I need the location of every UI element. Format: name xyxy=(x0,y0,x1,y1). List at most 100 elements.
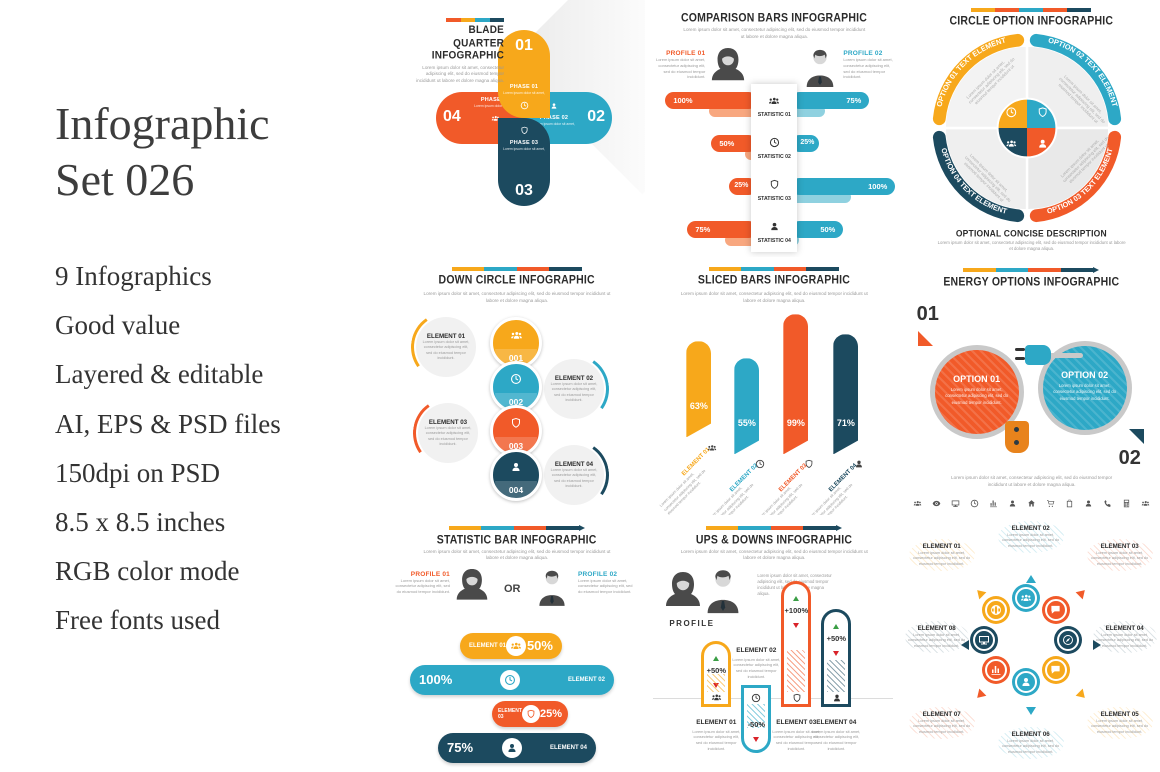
statistic-item: STATISTIC 03 xyxy=(758,176,791,202)
cycle-circle-group xyxy=(1014,586,1037,609)
profile2-label: PROFILE 02 xyxy=(843,50,883,57)
product-info-panel: Infographic Set 026 9 Infographics Good v… xyxy=(55,96,365,645)
bar-element-04: 71% xyxy=(833,334,858,454)
eye-icon xyxy=(932,499,941,508)
phase-text: Lorem ipsum dolor sit amet, xyxy=(503,147,545,151)
element-03-bar: ELEMENT 03 25% xyxy=(492,700,568,727)
element-04-bubble: ELEMENT 04 Lorem ipsum dolor sit amet, co… xyxy=(544,445,604,506)
shield-icon xyxy=(792,693,802,703)
panel-ups-downs: UPS & DOWNS INFOGRAPHIC Lorem ipsum dolo… xyxy=(645,515,902,772)
clock-icon xyxy=(769,137,780,148)
phase-number: 03 xyxy=(515,182,533,199)
profile1-text: Lorem ipsum dolor sit amet, consectetur … xyxy=(655,57,706,80)
element-label: ELEMENT 01 xyxy=(696,718,737,726)
or-label: OR xyxy=(504,582,521,595)
arrow-tip-icon xyxy=(578,524,585,531)
person-icon xyxy=(510,461,522,473)
feature-item: RGB color mode xyxy=(55,555,240,586)
profile2-text: Lorem ipsum dolor sit amet, consectetur … xyxy=(578,577,633,595)
shield-icon xyxy=(520,126,529,135)
energy-title: ENERGY OPTIONS INFOGRAPHIC xyxy=(943,275,1120,290)
statistic-column: STATISTIC 01 STATISTIC 02 STATISTIC 03 S… xyxy=(751,84,798,252)
element-07-label: ELEMENT 07 Lorem ipsum dolor sit amet, co… xyxy=(908,706,975,740)
globe-icon xyxy=(990,604,1002,616)
cycle-circle-compass xyxy=(1056,628,1079,651)
phase-label: PHASE 04 xyxy=(480,97,510,103)
phase-number: 02 xyxy=(587,108,605,125)
house-icon xyxy=(1027,499,1036,508)
energy-icon-row xyxy=(913,499,1150,508)
profile2-bar: 25% xyxy=(791,135,820,152)
element-label: ELEMENT 04 xyxy=(816,718,857,726)
profile-label: PROFILE xyxy=(669,618,715,628)
bar-element-03: 99% xyxy=(783,314,808,454)
group-icon xyxy=(510,640,522,652)
arrow-tip-icon xyxy=(835,524,842,531)
person-icon xyxy=(506,742,518,754)
plug-prong xyxy=(1014,348,1025,352)
clock-icon xyxy=(970,499,979,508)
circle-004: 004 xyxy=(490,449,542,502)
element-04-label: ELEMENT 04 Lorem ipsum dolor sit amet, co… xyxy=(1092,620,1157,654)
element-02-bar: 100% ELEMENT 02 xyxy=(410,664,614,695)
panel-sliced-bars: SLICED BARS INFOGRAPHIC Lorem ipsum dolo… xyxy=(645,257,902,515)
phase-text: Lorem ipsum dolor sit amet, xyxy=(503,91,545,96)
phone-icon xyxy=(1103,499,1112,508)
comparison-title: COMPARISON BARS INFOGRAPHIC xyxy=(680,11,868,25)
feature-item: 8.5 x 8.5 inches xyxy=(55,506,226,537)
color-bar xyxy=(448,525,579,530)
up-triangle xyxy=(1025,574,1036,583)
element-01-label: ELEMENT 01 Lorem ipsum dolor sit amet, co… xyxy=(908,538,975,572)
element-04-tube: +50% xyxy=(821,608,852,707)
energy-number-02: 02 xyxy=(1118,447,1141,470)
profile1-bar: 75% xyxy=(687,221,758,238)
clock-icon xyxy=(755,459,765,469)
monitor-icon xyxy=(978,634,990,646)
compass-icon xyxy=(1062,634,1074,646)
option1-title: OPTION 01 xyxy=(953,374,1001,385)
corner-triangle xyxy=(973,586,987,600)
profile1-text: Lorem ipsum dolor sit amet, consectetur … xyxy=(395,577,450,595)
profile1-label: PROFILE 01 xyxy=(666,50,706,57)
cycle-circle-monitor xyxy=(972,628,995,651)
element-01-tube: +50% xyxy=(701,640,732,707)
group-icon xyxy=(711,692,722,703)
panel-comparison-bars: COMPARISON BARS INFOGRAPHIC Lorem ipsum … xyxy=(645,0,902,257)
person-icon xyxy=(1084,499,1093,508)
element-02-label: ELEMENT 02 Lorem ipsum dolor sit amet, co… xyxy=(997,520,1064,554)
profile2-bar: 50% xyxy=(791,221,844,238)
corner-triangle xyxy=(973,688,987,702)
cycle-circle-chat2 xyxy=(1044,658,1067,681)
person-icon xyxy=(1008,499,1017,508)
element-08-label: ELEMENT 08 Lorem ipsum dolor sit amet, co… xyxy=(904,620,969,654)
profile2-bar: 100% xyxy=(791,178,896,195)
cart-icon xyxy=(1046,499,1055,508)
clock-icon xyxy=(751,693,761,703)
feature-item: 9 Infographics xyxy=(55,261,212,292)
corner-triangle xyxy=(1075,688,1089,702)
shield-icon xyxy=(510,417,522,429)
panel-circle-option: CIRCLE OPTION INFOGRAPHIC OPTION 01 TEXT… xyxy=(903,0,1160,257)
teal-plug xyxy=(1024,345,1051,366)
option2-circle: OPTION 02 Lorem ipsum dolor sit amet, co… xyxy=(1037,341,1132,436)
element-02-tube: -50% xyxy=(741,684,772,753)
group-icon xyxy=(510,329,523,342)
group-icon xyxy=(1020,592,1032,604)
updown-title: UPS & DOWNS INFOGRAPHIC xyxy=(695,532,853,547)
color-bar xyxy=(451,267,582,272)
chat-icon xyxy=(1050,664,1061,675)
cycle-circle-chat xyxy=(1044,598,1067,621)
phase-label: PHASE 02 xyxy=(539,115,569,121)
blade-description: Lorem ipsum dolor sit amet, consectetur … xyxy=(416,64,504,83)
panel-statistic-bar: STATISTIC BAR INFOGRAPHIC Lorem ipsum do… xyxy=(388,515,645,772)
panel-blade-quarter: BLADE QUARTER INFOGRAPHIC Lorem ipsum do… xyxy=(388,0,646,257)
color-bar xyxy=(963,268,1094,273)
person-icon xyxy=(854,459,864,469)
phase-number: 01 xyxy=(515,37,533,54)
panel-circle-cycle: ELEMENT 01 Lorem ipsum dolor sit amet, co… xyxy=(903,515,1160,772)
color-bar xyxy=(705,525,836,530)
chat-icon xyxy=(1050,604,1061,615)
panel-down-circle: DOWN CIRCLE INFOGRAPHIC Lorem ipsum dolo… xyxy=(388,257,645,514)
baseline xyxy=(653,697,894,699)
corner-triangle xyxy=(917,331,933,347)
